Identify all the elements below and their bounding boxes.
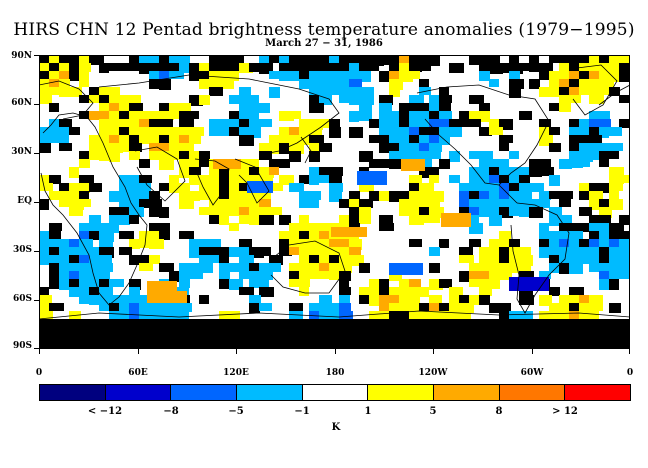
colorbar-box-2 bbox=[171, 385, 238, 400]
colorbar bbox=[39, 384, 631, 401]
europe-coast bbox=[39, 80, 630, 120]
lon-label-0-east: 0 bbox=[626, 368, 634, 378]
southeast-asia-coast bbox=[234, 158, 270, 204]
lon-label-120w: 120W bbox=[418, 368, 448, 378]
coastline-outlines bbox=[39, 64, 630, 320]
anomaly-cells bbox=[39, 55, 630, 349]
colorbar-label-minus-5: −5 bbox=[228, 406, 244, 417]
lat-label-30n: 30N bbox=[11, 147, 32, 157]
chart-title: HIRS CHN 12 Pentad brightness temperatur… bbox=[13, 20, 635, 40]
colorbar-box-6 bbox=[434, 385, 500, 400]
chart-subtitle: March 27 − 31, 1986 bbox=[265, 38, 383, 49]
colorbar-box-3 bbox=[237, 385, 303, 400]
north-america-coast bbox=[416, 84, 550, 186]
central-america-coast bbox=[498, 184, 518, 204]
lon-label-180: 180 bbox=[325, 368, 345, 378]
anomaly-map bbox=[39, 55, 630, 349]
colorbar-box-4 bbox=[302, 385, 369, 400]
lon-label-60w: 60W bbox=[520, 368, 544, 378]
africa-coast bbox=[40, 112, 148, 306]
colorbar-box-5 bbox=[368, 385, 435, 400]
greenland-coast bbox=[568, 64, 618, 116]
lat-label-eq: EQ bbox=[17, 196, 32, 206]
south-america-coast bbox=[510, 202, 570, 314]
colorbar-label-minus-1: −1 bbox=[294, 406, 310, 417]
colorbar-label-minus-8: −8 bbox=[163, 406, 179, 417]
colorbar-label-lt-minus-12: < −12 bbox=[87, 406, 123, 417]
lon-label-0-west: 0 bbox=[35, 368, 43, 378]
lat-label-30s: 30S bbox=[12, 245, 32, 255]
colorbar-box-8 bbox=[565, 385, 631, 400]
colorbar-box-1 bbox=[105, 385, 172, 400]
lon-label-60e: 60E bbox=[128, 368, 148, 378]
australia-coast bbox=[268, 240, 346, 294]
lat-label-90s: 90S bbox=[12, 341, 32, 351]
japan-coast bbox=[300, 136, 312, 164]
eurasia-north-coast bbox=[98, 74, 340, 156]
colorbar-box-7 bbox=[499, 385, 566, 400]
colorbar-units: K bbox=[331, 422, 341, 433]
antarctica-coast bbox=[39, 310, 630, 320]
arabia-coast bbox=[134, 146, 186, 202]
lat-label-90n: 90N bbox=[11, 51, 32, 61]
colorbar-label-5: 5 bbox=[429, 406, 437, 417]
colorbar-label-1: 1 bbox=[364, 406, 372, 417]
lat-label-60n: 60N bbox=[11, 98, 32, 108]
colorbar-label-gt-12: > 12 bbox=[552, 406, 578, 417]
colorbar-label-8: 8 bbox=[495, 406, 503, 417]
lon-label-120e: 120E bbox=[223, 368, 249, 378]
india-coast bbox=[194, 158, 230, 206]
lat-label-60s: 60S bbox=[12, 294, 32, 304]
colorbar-box-0 bbox=[40, 385, 106, 400]
